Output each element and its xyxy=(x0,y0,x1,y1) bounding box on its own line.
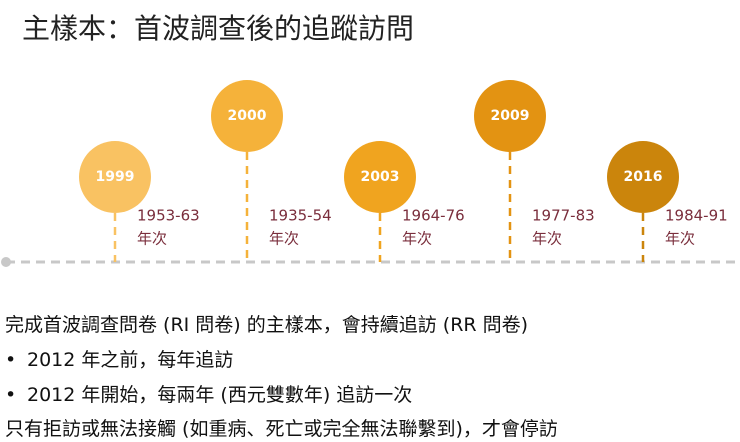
year-circle xyxy=(474,80,546,152)
timeline: 主樣本：首波調查後的追蹤訪問 1999 1953-63 年次 2000 1935-54 年… xyxy=(1,12,740,267)
intro: 完成首波調查問卷 (RI 問卷) 的主樣本，會持續追訪 (RR 問卷) xyxy=(5,314,529,336)
cohort-range: 1964-76 xyxy=(402,207,465,225)
closing: 只有拒訪或無法接觸 (如重病、死亡或完全無法聯繫到)，才會停訪 xyxy=(5,418,558,440)
cohort-unit: 年次 xyxy=(402,230,432,248)
year: 2000 xyxy=(228,108,267,124)
year-circle xyxy=(211,80,283,152)
cohort-range: 1953-63 xyxy=(137,207,200,225)
cohort-unit: 年次 xyxy=(665,230,695,248)
cohort-unit: 年次 xyxy=(269,230,299,248)
cohort-unit: 年次 xyxy=(532,230,562,248)
year-circle xyxy=(344,141,416,213)
year-circle xyxy=(607,141,679,213)
year-circle xyxy=(79,141,151,213)
year: 2016 xyxy=(624,169,663,185)
bullet: 2012 年之前，每年追訪 xyxy=(5,345,233,372)
baseline-dot xyxy=(1,257,11,267)
cohort-range: 1977-83 xyxy=(532,207,595,225)
year: 2009 xyxy=(491,108,530,124)
year: 2003 xyxy=(361,169,400,185)
bullet: 2012 年開始，每兩年 (西元雙數年) 追訪一次 xyxy=(5,380,412,407)
title: 主樣本：首波調查後的追蹤訪問 xyxy=(22,12,414,45)
cohort-unit: 年次 xyxy=(137,230,167,248)
cohort-range: 1935-54 xyxy=(269,207,332,225)
cohort-range: 1984-91 xyxy=(665,207,728,225)
year: 1999 xyxy=(96,169,135,185)
